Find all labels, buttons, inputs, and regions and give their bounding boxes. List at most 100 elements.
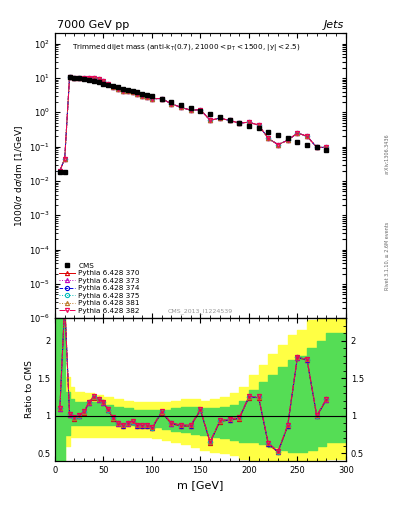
Pythia 6.428 374 xyxy=(285,137,290,143)
Pythia 6.428 382 xyxy=(86,75,91,81)
Pythia 6.428 382 xyxy=(111,83,116,90)
Pythia 6.428 370 xyxy=(57,168,62,174)
Pythia 6.428 381 xyxy=(125,89,130,95)
Pythia 6.428 370 xyxy=(125,89,130,95)
CMS xyxy=(116,84,120,91)
Pythia 6.428 381 xyxy=(145,94,149,100)
CMS xyxy=(140,91,145,97)
Pythia 6.428 382 xyxy=(130,89,135,95)
Pythia 6.428 381 xyxy=(314,144,319,151)
Pythia 6.428 370 xyxy=(96,76,101,82)
CMS xyxy=(92,78,96,84)
CMS xyxy=(67,74,72,80)
Pythia 6.428 370 xyxy=(130,89,135,95)
Pythia 6.428 382 xyxy=(285,137,290,143)
Pythia 6.428 381 xyxy=(285,137,290,143)
Pythia 6.428 374 xyxy=(159,95,164,101)
Pythia 6.428 373 xyxy=(62,156,67,162)
Pythia 6.428 382 xyxy=(275,141,280,147)
Legend: CMS, Pythia 6.428 370, Pythia 6.428 373, Pythia 6.428 374, Pythia 6.428 375, Pyt: CMS, Pythia 6.428 370, Pythia 6.428 373,… xyxy=(57,260,143,317)
Pythia 6.428 374 xyxy=(125,89,130,95)
Pythia 6.428 370 xyxy=(285,137,290,143)
Pythia 6.428 382 xyxy=(106,80,111,87)
Pythia 6.428 373 xyxy=(217,115,222,121)
Line: Pythia 6.428 375: Pythia 6.428 375 xyxy=(58,75,329,173)
CMS xyxy=(111,83,116,89)
Pythia 6.428 375 xyxy=(106,80,111,87)
Pythia 6.428 374 xyxy=(111,83,116,90)
Pythia 6.428 373 xyxy=(188,107,193,113)
CMS xyxy=(227,117,232,123)
Pythia 6.428 373 xyxy=(246,119,251,125)
Line: Pythia 6.428 374: Pythia 6.428 374 xyxy=(58,75,329,173)
Pythia 6.428 375 xyxy=(111,83,116,90)
Pythia 6.428 374 xyxy=(188,107,193,113)
Pythia 6.428 375 xyxy=(314,144,319,151)
Pythia 6.428 370 xyxy=(145,94,149,100)
Text: arXiv:1306.3436: arXiv:1306.3436 xyxy=(385,133,390,174)
Line: CMS: CMS xyxy=(57,75,329,175)
CMS xyxy=(179,102,184,109)
Pythia 6.428 373 xyxy=(135,91,140,97)
Pythia 6.428 370 xyxy=(150,96,154,102)
Pythia 6.428 381 xyxy=(217,115,222,121)
Pythia 6.428 381 xyxy=(169,101,174,107)
Pythia 6.428 375 xyxy=(159,95,164,101)
Pythia 6.428 375 xyxy=(324,144,329,151)
Pythia 6.428 373 xyxy=(179,104,184,111)
Pythia 6.428 370 xyxy=(305,133,309,139)
Pythia 6.428 373 xyxy=(305,133,309,139)
Pythia 6.428 381 xyxy=(179,104,184,111)
Pythia 6.428 382 xyxy=(179,104,184,111)
CMS xyxy=(324,147,329,154)
Pythia 6.428 373 xyxy=(77,75,82,81)
Pythia 6.428 381 xyxy=(77,75,82,81)
Pythia 6.428 382 xyxy=(101,78,106,84)
Pythia 6.428 381 xyxy=(159,95,164,101)
Pythia 6.428 382 xyxy=(159,95,164,101)
Pythia 6.428 374 xyxy=(77,75,82,81)
Pythia 6.428 375 xyxy=(82,75,86,81)
Pythia 6.428 382 xyxy=(246,119,251,125)
Pythia 6.428 373 xyxy=(237,120,242,126)
Pythia 6.428 382 xyxy=(305,133,309,139)
Pythia 6.428 370 xyxy=(72,75,77,81)
Pythia 6.428 370 xyxy=(188,107,193,113)
CMS xyxy=(96,79,101,86)
Pythia 6.428 382 xyxy=(256,122,261,128)
Pythia 6.428 382 xyxy=(324,144,329,151)
Pythia 6.428 375 xyxy=(130,89,135,95)
Text: Rivet 3.1.10, ≥ 2.6M events: Rivet 3.1.10, ≥ 2.6M events xyxy=(385,222,390,290)
CMS xyxy=(150,93,154,99)
Pythia 6.428 375 xyxy=(305,133,309,139)
Pythia 6.428 370 xyxy=(101,78,106,84)
Pythia 6.428 375 xyxy=(62,156,67,162)
Pythia 6.428 373 xyxy=(169,101,174,107)
Pythia 6.428 370 xyxy=(217,115,222,121)
CMS xyxy=(106,82,111,88)
Pythia 6.428 373 xyxy=(266,135,271,141)
Pythia 6.428 382 xyxy=(92,75,96,81)
Pythia 6.428 373 xyxy=(285,137,290,143)
Pythia 6.428 373 xyxy=(92,75,96,81)
CMS xyxy=(130,88,135,94)
Pythia 6.428 374 xyxy=(121,88,125,94)
Pythia 6.428 381 xyxy=(101,78,106,84)
Pythia 6.428 382 xyxy=(266,135,271,141)
CMS xyxy=(135,89,140,95)
Pythia 6.428 381 xyxy=(82,75,86,81)
Pythia 6.428 370 xyxy=(179,104,184,111)
Pythia 6.428 381 xyxy=(295,130,300,136)
Pythia 6.428 375 xyxy=(72,75,77,81)
Pythia 6.428 381 xyxy=(324,144,329,151)
CMS xyxy=(198,108,203,114)
Pythia 6.428 375 xyxy=(237,120,242,126)
Pythia 6.428 375 xyxy=(57,168,62,174)
Y-axis label: 1000/$\sigma$ d$\sigma$/dm [1/GeV]: 1000/$\sigma$ d$\sigma$/dm [1/GeV] xyxy=(13,125,25,227)
Pythia 6.428 381 xyxy=(275,141,280,147)
Pythia 6.428 375 xyxy=(145,94,149,100)
Pythia 6.428 374 xyxy=(140,93,145,99)
Text: Jets: Jets xyxy=(323,19,344,30)
Pythia 6.428 381 xyxy=(111,83,116,90)
Pythia 6.428 382 xyxy=(72,75,77,81)
